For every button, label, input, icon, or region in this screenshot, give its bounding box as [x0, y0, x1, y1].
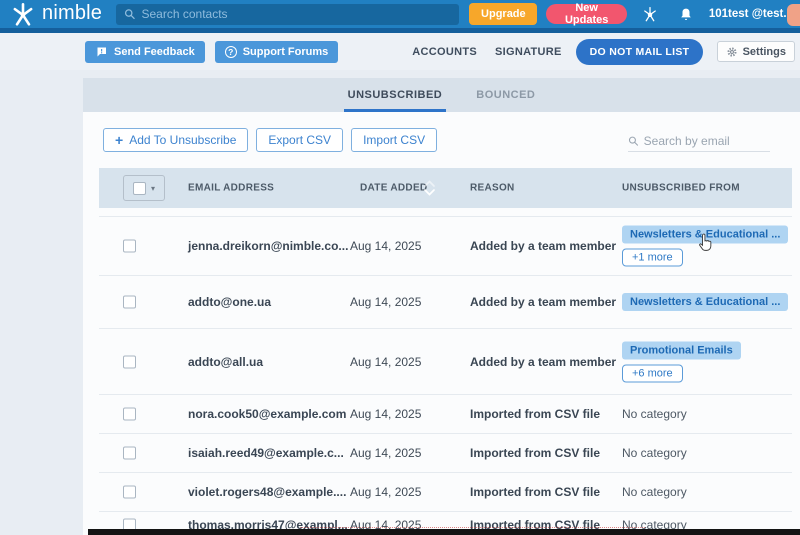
search-by-email-field[interactable]	[628, 130, 770, 152]
more-categories-button[interactable]: +6 more	[622, 364, 683, 382]
reason-cell: Added by a team member	[470, 239, 616, 253]
do-not-mail-panel: UNSUBSCRIBED BOUNCED + Add To Unsubscrib…	[83, 78, 800, 535]
bottom-edge-bar	[88, 529, 800, 535]
email-cell: jenna.dreikorn@nimble.co...	[188, 239, 348, 253]
category-badge[interactable]: Newsletters & Educational ...	[622, 226, 788, 244]
more-categories-button[interactable]: +1 more	[622, 249, 683, 267]
row-checkbox[interactable]	[123, 240, 136, 253]
date-cell: Aug 14, 2025	[350, 446, 421, 460]
email-cell: violet.rogers48@example....	[188, 485, 346, 499]
select-all-checkbox[interactable]	[133, 182, 146, 195]
table-row: violet.rogers48@example.... Aug 14, 2025…	[99, 472, 792, 511]
gear-icon	[726, 46, 738, 58]
reason-cell: Added by a team member	[470, 355, 616, 369]
send-feedback-label: Send Feedback	[114, 46, 195, 58]
reason-cell: Added by a team member	[470, 295, 616, 309]
user-avatar[interactable]	[787, 4, 800, 26]
reason-cell: Imported from CSV file	[470, 407, 600, 421]
nimble-logo-icon	[10, 1, 36, 27]
search-contacts-input[interactable]	[141, 7, 451, 21]
date-cell: Aug 14, 2025	[350, 485, 421, 499]
notifications-bell-icon[interactable]	[679, 7, 693, 22]
export-csv-button[interactable]: Export CSV	[256, 128, 343, 152]
table-body: jenna.dreikorn@nimble.co... Aug 14, 2025…	[99, 216, 792, 535]
settings-toolbar: Send Feedback ? Support Forums ACCOUNTS …	[0, 33, 800, 70]
search-icon	[628, 135, 639, 147]
settings-label: Settings	[743, 46, 786, 58]
question-icon: ?	[225, 46, 237, 58]
sort-arrows[interactable]	[423, 180, 436, 197]
table-row: isaiah.reed49@example.c... Aug 14, 2025 …	[99, 433, 792, 472]
feedback-bubble-icon	[95, 46, 108, 58]
table-row: jenna.dreikorn@nimble.co... Aug 14, 2025…	[99, 216, 792, 275]
date-cell: Aug 14, 2025	[350, 239, 421, 253]
row-checkbox[interactable]	[123, 447, 136, 460]
row-checkbox[interactable]	[123, 486, 136, 499]
nav-do-not-mail-list[interactable]: DO NOT MAIL LIST	[576, 39, 704, 65]
tab-bounced[interactable]: BOUNCED	[474, 78, 537, 112]
spellcheck-underline-artifact	[300, 527, 645, 528]
sort-up-icon	[423, 180, 436, 188]
nav-signature[interactable]: SIGNATURE	[495, 46, 562, 58]
unsubscribed-from-cell: Promotional Emails +6 more	[622, 341, 741, 382]
settings-button[interactable]: Settings	[717, 41, 795, 62]
unsubscribed-table: ▾ EMAIL ADDRESS DATE ADDED REASON UNSUBS…	[99, 168, 792, 535]
search-by-email-input[interactable]	[644, 134, 770, 148]
category-badge[interactable]: Newsletters & Educational ...	[622, 293, 788, 311]
table-header: ▾ EMAIL ADDRESS DATE ADDED REASON UNSUBS…	[99, 168, 792, 208]
nav-accounts[interactable]: ACCOUNTS	[412, 46, 477, 58]
date-cell: Aug 14, 2025	[350, 407, 421, 421]
list-actions: + Add To Unsubscribe Export CSV Import C…	[103, 128, 437, 152]
date-cell: Aug 14, 2025	[350, 295, 421, 309]
add-to-unsubscribe-label: Add To Unsubscribe	[129, 133, 236, 147]
email-cell: addto@one.ua	[188, 295, 271, 309]
email-cell: nora.cook50@example.com	[188, 407, 346, 421]
search-icon	[124, 8, 135, 20]
top-navigation-bar: nimble Upgrade New Updates	[0, 0, 800, 33]
nimble-logo[interactable]: nimble	[10, 1, 102, 27]
nimble-app-window: nimble Upgrade New Updates	[0, 0, 800, 535]
unsubscribed-from-cell: Newsletters & Educational ... +1 more	[622, 226, 788, 267]
search-contacts-field[interactable]	[116, 4, 459, 25]
row-checkbox[interactable]	[123, 296, 136, 309]
import-csv-button[interactable]: Import CSV	[351, 128, 437, 152]
send-feedback-button[interactable]: Send Feedback	[85, 41, 205, 63]
page-content: UNSUBSCRIBED BOUNCED + Add To Unsubscrib…	[0, 70, 800, 535]
nimble-mark-icon[interactable]	[641, 5, 659, 23]
unsubscribed-from-cell: No category	[622, 485, 687, 499]
column-email-address[interactable]: EMAIL ADDRESS	[188, 183, 274, 194]
column-reason[interactable]: REASON	[470, 183, 515, 194]
brand-name: nimble	[42, 2, 102, 25]
row-checkbox[interactable]	[123, 355, 136, 368]
unsubscribed-from-cell: No category	[622, 407, 687, 421]
chevron-down-icon: ▾	[151, 184, 155, 193]
support-forums-label: Support Forums	[243, 46, 329, 58]
reason-cell: Imported from CSV file	[470, 485, 600, 499]
plus-icon: +	[115, 133, 123, 147]
email-cell: addto@all.ua	[188, 355, 263, 369]
table-row: addto@all.ua Aug 14, 2025 Added by a tea…	[99, 328, 792, 394]
date-cell: Aug 14, 2025	[350, 355, 421, 369]
support-forums-button[interactable]: ? Support Forums	[215, 41, 339, 63]
column-unsubscribed-from[interactable]: UNSUBSCRIBED FROM	[622, 183, 740, 194]
reason-cell: Imported from CSV file	[470, 446, 600, 460]
email-cell: isaiah.reed49@example.c...	[188, 446, 344, 460]
tab-unsubscribed[interactable]: UNSUBSCRIBED	[346, 78, 445, 112]
upgrade-button[interactable]: Upgrade	[469, 3, 537, 25]
unsubscribed-from-cell: No category	[622, 446, 687, 460]
add-to-unsubscribe-button[interactable]: + Add To Unsubscribe	[103, 128, 248, 152]
table-row: addto@one.ua Aug 14, 2025 Added by a tea…	[99, 275, 792, 328]
tab-bar: UNSUBSCRIBED BOUNCED	[83, 78, 800, 112]
unsubscribed-from-cell: Newsletters & Educational ...	[622, 293, 788, 311]
table-row: nora.cook50@example.com Aug 14, 2025 Imp…	[99, 394, 792, 433]
new-updates-button[interactable]: New Updates	[546, 4, 626, 24]
column-date-added[interactable]: DATE ADDED	[360, 183, 427, 194]
row-checkbox[interactable]	[123, 408, 136, 421]
select-all-dropdown[interactable]: ▾	[123, 175, 165, 201]
category-badge[interactable]: Promotional Emails	[622, 341, 741, 359]
sort-down-icon	[423, 189, 436, 197]
